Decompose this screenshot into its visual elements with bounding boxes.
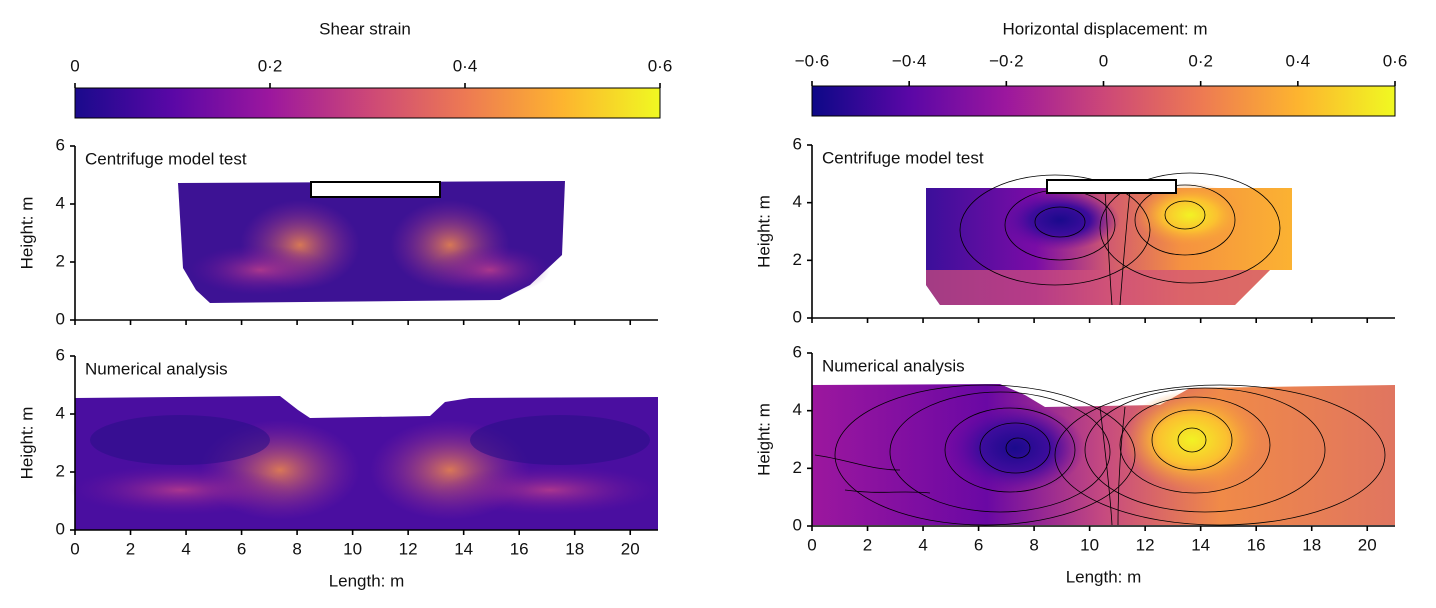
colorbar-tick-label: 0·6 [1383, 51, 1408, 70]
x-tick-label: 0 [70, 539, 79, 558]
panel-label: Numerical analysis [822, 356, 965, 375]
shear-field-numerical [70, 396, 660, 530]
y-tick-label: 2 [56, 461, 65, 480]
y-tick-label: 2 [56, 251, 65, 270]
colorbar-tick-label: 0·4 [453, 56, 478, 75]
y-tick-label: 2 [793, 250, 802, 269]
x-tick-label: 6 [974, 535, 983, 554]
x-tick-label: 4 [918, 535, 927, 554]
colorbar-tick-label: 0·2 [258, 56, 283, 75]
x-tick-label: 20 [621, 539, 640, 558]
y-tick-label: 2 [793, 458, 802, 477]
y-tick-label: 0 [56, 309, 65, 328]
colorbar-tick-label: 0·4 [1286, 51, 1311, 70]
colorbar-tick-label: 0 [70, 56, 79, 75]
x-tick-label: 20 [1358, 535, 1377, 554]
shear-field-test [178, 181, 565, 303]
x-tick-label: 4 [181, 539, 190, 558]
x-axis-label: Length: m [1066, 567, 1142, 586]
x-tick-label: 12 [1136, 535, 1155, 554]
displacement-field-numerical [812, 384, 1395, 526]
y-tick-label: 4 [793, 400, 802, 419]
panel-label: Centrifuge model test [822, 148, 984, 167]
x-tick-label: 10 [343, 539, 362, 558]
x-tick-label: 18 [1302, 535, 1321, 554]
colorbar-tick-label: 0 [1099, 51, 1108, 70]
colorbar-tick-label: −0·6 [795, 51, 830, 70]
colorbar-tick-label: 0·2 [1188, 51, 1213, 70]
x-tick-label: 12 [399, 539, 418, 558]
colorbar-tick-label: 0·6 [648, 56, 673, 75]
y-tick-label: 4 [56, 193, 65, 212]
x-tick-label: 6 [237, 539, 246, 558]
y-axis-label: Height: m [754, 195, 773, 268]
x-tick-label: 14 [1191, 535, 1210, 554]
x-tick-label: 18 [565, 539, 584, 558]
colorbar-title: Horizontal displacement: m [1002, 19, 1207, 38]
x-tick-label: 8 [1029, 535, 1038, 554]
y-axis-label: Height: m [17, 407, 36, 480]
x-tick-label: 0 [807, 535, 816, 554]
x-tick-label: 8 [292, 539, 301, 558]
y-tick-label: 0 [793, 307, 802, 326]
x-tick-label: 10 [1080, 535, 1099, 554]
y-tick-label: 4 [56, 403, 65, 422]
colorbar-tick-label: −0·2 [989, 51, 1024, 70]
y-axis-label: Height: m [17, 197, 36, 270]
displacement-field-test [926, 172, 1292, 306]
colorbar [811, 85, 1396, 117]
y-tick-label: 6 [793, 342, 802, 361]
x-axis-label: Length: m [329, 571, 405, 590]
colorbar-tick-label: −0·4 [892, 51, 927, 70]
colorbar [74, 87, 661, 119]
y-axis-label: Height: m [754, 403, 773, 476]
x-tick-label: 16 [1247, 535, 1266, 554]
y-tick-label: 6 [56, 135, 65, 154]
panel-label: Numerical analysis [85, 359, 228, 378]
y-tick-label: 6 [793, 134, 802, 153]
x-tick-label: 2 [126, 539, 135, 558]
panel-label: Centrifuge model test [85, 149, 247, 168]
y-tick-label: 4 [793, 192, 802, 211]
x-tick-label: 16 [510, 539, 529, 558]
x-tick-label: 2 [863, 535, 872, 554]
y-tick-label: 0 [793, 515, 802, 534]
colorbar-title: Shear strain [319, 19, 411, 38]
y-tick-label: 0 [56, 519, 65, 538]
x-tick-label: 14 [454, 539, 473, 558]
y-tick-label: 6 [56, 345, 65, 364]
